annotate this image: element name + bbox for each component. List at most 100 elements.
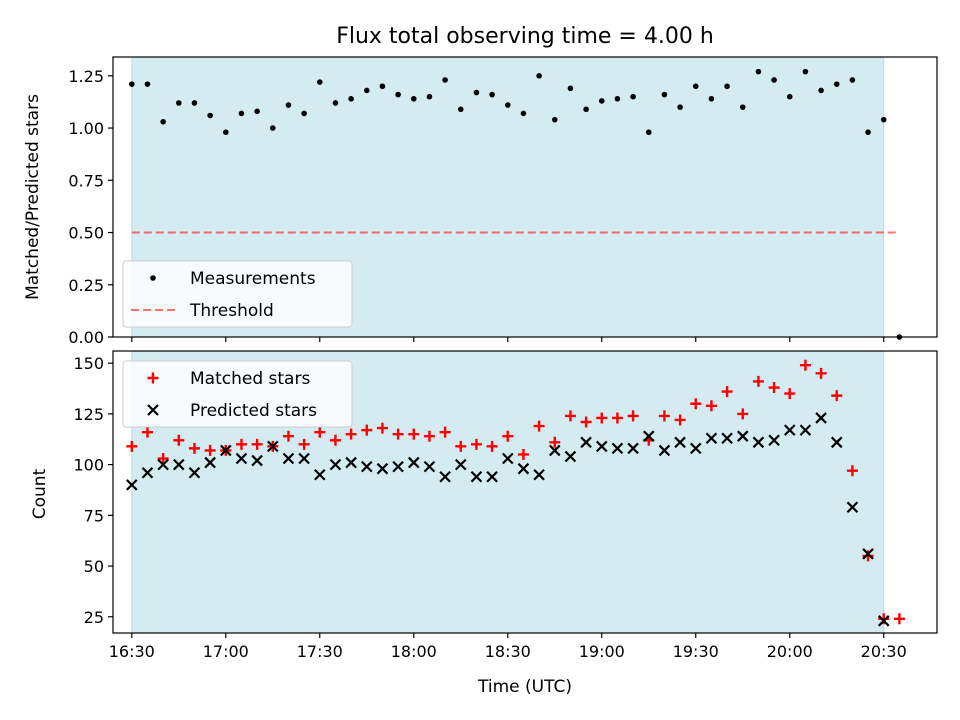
bottom-panel: 25 50 75 100 125 150 16:30 17:00 17:30 18:00 18:30… — [73, 350, 938, 661]
predicted-stars-marker — [752, 436, 765, 449]
measurement-point — [833, 81, 840, 87]
predicted-stars-marker — [877, 615, 890, 627]
matched-stars-marker — [376, 422, 388, 434]
predicted-stars-marker — [126, 479, 138, 491]
measurement-point — [771, 77, 777, 83]
matched-stars-marker — [752, 375, 764, 387]
predicted-stars-marker — [298, 452, 310, 465]
predicted-stars-marker — [439, 471, 451, 483]
measurement-point — [410, 95, 417, 102]
measurement-point — [818, 87, 824, 94]
predicted-stars-marker — [611, 442, 624, 455]
predicted-stars-marker — [846, 501, 859, 513]
measurement-point — [614, 95, 621, 102]
matched-stars-marker — [235, 438, 247, 450]
predicted-stars-marker — [501, 452, 514, 465]
legend-matched-handle — [147, 372, 159, 384]
matched-stars-marker — [173, 434, 185, 446]
measurement-point — [316, 79, 323, 85]
matched-stars-marker — [470, 438, 482, 450]
plot-area — [128, 68, 903, 340]
predicted-stars-marker — [642, 430, 655, 442]
measurement-point — [207, 112, 213, 119]
matched-stars-marker — [204, 444, 216, 456]
measurement-point — [880, 116, 887, 123]
predicted-stars-marker — [188, 466, 201, 479]
measurement-point — [442, 77, 448, 83]
x-tick-label: 20:30 — [861, 642, 907, 661]
measurement-point — [238, 110, 245, 117]
matched-stars-marker — [815, 367, 827, 379]
legend-entry-label: Measurements — [190, 269, 316, 289]
measurement-point — [661, 91, 668, 98]
y-tick-label: 150 — [73, 354, 104, 373]
predicted-stars-marker — [517, 462, 530, 475]
matched-stars-marker — [455, 440, 467, 452]
matched-stars-marker — [533, 420, 545, 432]
measurement-point — [379, 83, 386, 90]
predicted-stars-marker — [454, 458, 467, 471]
legend-box — [122, 360, 353, 428]
matched-stars-marker — [423, 430, 435, 442]
measurement-point — [865, 129, 871, 136]
matched-stars-marker — [878, 613, 890, 625]
matched-stars-marker — [768, 382, 780, 394]
predicted-stars-marker — [533, 468, 545, 481]
measurement-point — [348, 95, 354, 102]
top-panel: 0.00 0.25 0.50 0.75 1.00 1.25 Measurements Thre… — [68, 56, 938, 347]
measurement-point — [630, 93, 636, 100]
x-tick-label: 20:00 — [767, 642, 813, 661]
y-tick-label: 0.00 — [68, 328, 104, 347]
predicted-stars-marker — [595, 440, 608, 453]
bottom-y-axis-label: Count — [30, 468, 50, 519]
measurement-point — [473, 89, 480, 96]
predicted-stars-marker — [423, 460, 436, 473]
y-tick-label: 125 — [73, 405, 104, 424]
matched-stars-marker — [658, 410, 670, 422]
matched-stars-marker — [157, 453, 169, 465]
measurement-point — [739, 104, 746, 110]
measurement-point — [802, 68, 809, 75]
predicted-stars-marker — [329, 458, 342, 471]
legend-entry-label: Threshold — [189, 301, 274, 321]
matched-stars-marker — [251, 438, 263, 450]
x-tick-label: 19:00 — [579, 642, 625, 661]
predicted-stars-marker — [548, 444, 561, 457]
matched-stars-marker — [439, 426, 451, 438]
matched-stars-marker — [862, 550, 874, 562]
measurement-point — [160, 118, 166, 125]
y-tick-label: 0.50 — [68, 224, 104, 243]
predicted-stars-marker — [376, 462, 389, 475]
predicted-stars-marker — [689, 442, 702, 455]
matched-stars-marker — [846, 465, 858, 477]
y-tick-label: 1.00 — [68, 119, 104, 138]
measurement-point — [692, 83, 699, 90]
predicted-stars-marker — [361, 460, 373, 473]
measurement-point — [301, 110, 307, 117]
matched-stars-marker — [674, 414, 686, 426]
predicted-stars-marker — [783, 424, 796, 436]
matched-stars-marker — [502, 430, 514, 442]
legend-measurement-handle — [150, 275, 156, 281]
matched-stars-marker — [611, 412, 623, 424]
predicted-stars-marker — [580, 436, 592, 449]
top-y-axis-label: Matched/Predicted stars — [23, 94, 43, 300]
matched-stars-marker — [627, 410, 639, 422]
measurement-point — [285, 102, 292, 108]
measurement-point — [426, 93, 433, 100]
matched-stars-marker — [361, 424, 373, 436]
predicted-stars-marker — [862, 548, 874, 560]
y-tick-label: 100 — [73, 456, 104, 475]
matched-stars-marker — [737, 408, 749, 420]
matched-stars-marker — [831, 390, 843, 402]
matched-stars-marker — [784, 388, 796, 400]
matched-stars-marker — [705, 400, 717, 412]
x-tick-label: 17:30 — [297, 642, 343, 661]
measurement-point — [144, 81, 151, 87]
measurement-point — [191, 100, 198, 106]
axes-frame — [112, 56, 938, 338]
matched-stars-marker — [314, 426, 326, 438]
measurement-point — [551, 116, 558, 123]
x-axis-label: Time (UTC) — [477, 677, 572, 697]
legend-entry-label: Predicted stars — [190, 401, 317, 421]
